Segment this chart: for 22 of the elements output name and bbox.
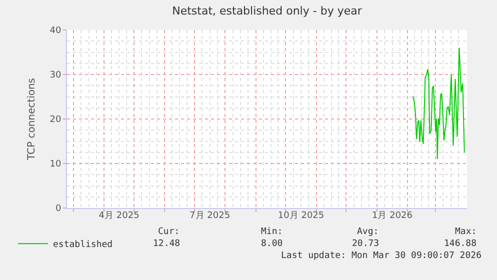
line-series [412, 47, 465, 160]
y-tick-label: 40 [50, 26, 62, 36]
y-tick-label: 20 [50, 115, 62, 126]
y-tick-label: 0 [55, 204, 62, 214]
text: 12.48 [153, 239, 180, 249]
y-axis-title: TCP connections [26, 78, 38, 162]
x-tick-label: 1月 2026 [372, 211, 413, 221]
text: Min: [261, 227, 283, 237]
text: Last update: Mon Mar 30 09:00:07 2026 [281, 251, 482, 261]
x-tick-label: 4月 2025 [98, 211, 140, 221]
text: 20.73 [352, 239, 380, 249]
y-tick-label: 30 [50, 70, 62, 81]
text: Avg: [357, 227, 379, 237]
y-tick-label: 10 [50, 160, 62, 170]
legend-label: established [53, 240, 113, 250]
chart-title: Netstat, established only - by year [172, 4, 362, 18]
x-tick-label: 10月 2025 [278, 211, 324, 221]
text: 146.88 [444, 239, 477, 249]
text: Max: [455, 227, 477, 237]
text: Cur: [158, 227, 180, 237]
text: 8.00 [261, 239, 283, 249]
x-tick-label: 7月 2025 [190, 211, 230, 221]
